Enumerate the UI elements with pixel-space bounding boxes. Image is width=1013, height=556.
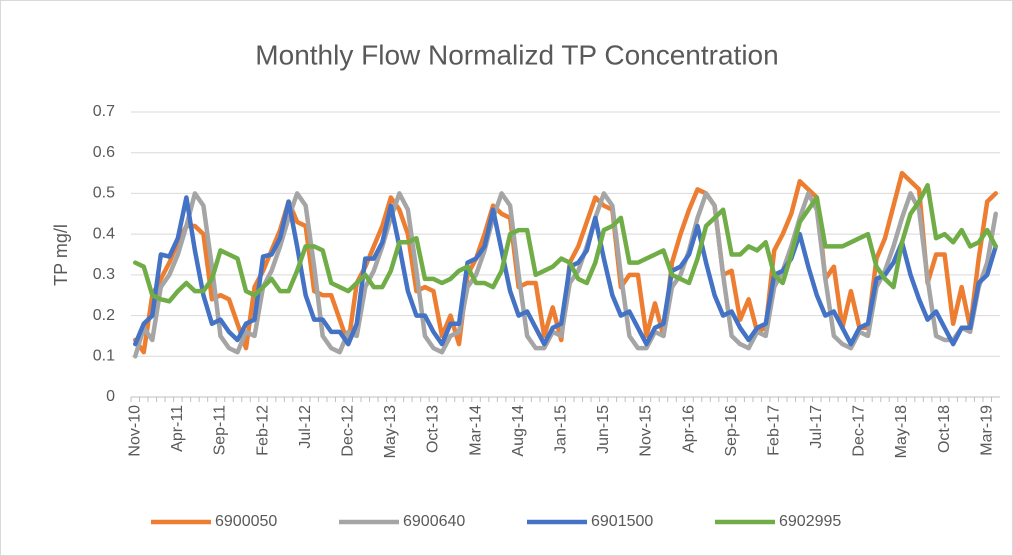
- chart-title: Monthly Flow Normalizd TP Concentration: [255, 39, 778, 70]
- y-axis-label: TP mg/l: [51, 224, 71, 286]
- x-tick-label: Aug-14: [510, 405, 527, 457]
- x-tick-label: Dec-17: [851, 405, 868, 457]
- x-tick-label: May-18: [893, 405, 910, 458]
- x-tick-label: Jan-15: [552, 405, 569, 454]
- y-tick-label: 0.4: [93, 225, 115, 242]
- x-tick-label: Mar-14: [467, 405, 484, 456]
- x-tick-label: Nov-15: [638, 405, 655, 457]
- y-tick-label: 0.3: [93, 266, 115, 283]
- x-tick-label: Mar-19: [978, 405, 995, 456]
- x-tick-label: Oct-18: [936, 405, 953, 453]
- legend-label: 6900640: [403, 513, 465, 530]
- y-tick-label: 0.7: [93, 103, 115, 120]
- x-tick-label: Feb-12: [254, 405, 271, 456]
- x-tick-label: Oct-13: [425, 405, 442, 453]
- legend-label: 6902995: [779, 513, 841, 530]
- legend-label: 6901500: [591, 513, 653, 530]
- y-tick-label: 0.5: [93, 185, 115, 202]
- x-tick-label: Jun-15: [595, 405, 612, 454]
- legend-label: 6900050: [215, 513, 277, 530]
- x-tick-label: Jul-12: [297, 405, 314, 449]
- x-tick-label: Sep-11: [212, 405, 229, 456]
- series-line: [133, 195, 998, 347]
- y-tick-label: 0: [106, 388, 115, 405]
- x-tick-label: Feb-17: [765, 405, 782, 456]
- x-tick-label: May-13: [382, 405, 399, 458]
- x-tick-label: Apr-16: [680, 405, 697, 453]
- x-tick-label: Dec-12: [339, 405, 356, 457]
- x-tick-label: Jul-17: [808, 405, 825, 449]
- x-tick-label: Nov-10: [126, 405, 143, 457]
- y-tick-label: 0.6: [93, 144, 115, 161]
- series-line: [133, 183, 998, 304]
- y-tick-label: 0.1: [93, 348, 115, 365]
- x-tick-label: Apr-11: [169, 405, 186, 452]
- x-tick-label: Sep-16: [723, 405, 740, 457]
- y-tick-label: 0.2: [93, 307, 115, 324]
